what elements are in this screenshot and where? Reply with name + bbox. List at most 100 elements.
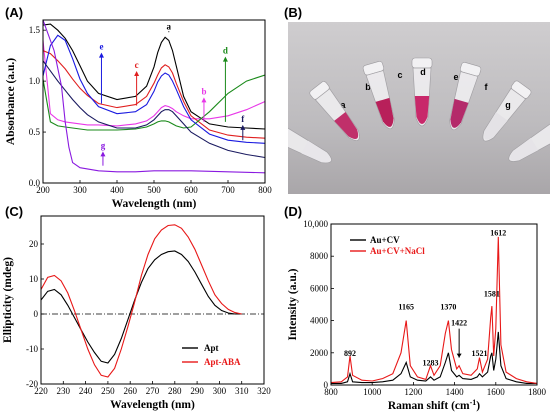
plot-area xyxy=(331,236,537,384)
peak-arrowhead xyxy=(456,353,462,358)
peak-label: 892 xyxy=(344,349,356,358)
annotation-label: c xyxy=(135,60,139,70)
tube-label: c xyxy=(397,70,402,80)
tube-f xyxy=(482,80,532,142)
series-line-d xyxy=(43,74,265,131)
x-tick-label: 1600 xyxy=(487,387,506,397)
annotation-label: f xyxy=(241,114,245,124)
annotation-d: d xyxy=(223,46,228,122)
tube-d xyxy=(411,57,433,127)
tube-liquid xyxy=(375,97,394,127)
chart-c-cd-spectrum: 220 230 240 250 260 270 280 290 300 310 320 -20 -10 0… xyxy=(2,215,271,411)
x-tick-label: 240 xyxy=(79,386,93,396)
tube-e xyxy=(449,62,482,131)
peak-label: 1283 xyxy=(422,359,438,368)
x-tick-label: 230 xyxy=(57,386,71,396)
panel-label-b: (B) xyxy=(284,5,303,20)
series-line-g xyxy=(43,20,265,174)
plot-area xyxy=(41,224,264,378)
series-line-au-cv-nacl xyxy=(331,236,537,384)
annotation-a: a xyxy=(167,21,172,33)
chart-d-raman-spectrum: 800 1000 1200 1400 1600 1800 0 2000 4000 6000 8000… xyxy=(287,219,547,412)
annotation-b: b xyxy=(201,86,207,122)
y-axis-label: Ellipticity (mdeg) xyxy=(2,257,14,343)
x-axis-label-sup: -1 xyxy=(470,398,477,407)
x-axis-label: Wavelength (nm) xyxy=(112,198,197,210)
x-tick-label: 700 xyxy=(221,185,235,195)
x-tick-label: 310 xyxy=(235,386,249,396)
legend-entry: Au+CV+NaCl xyxy=(370,246,425,256)
series-line-f xyxy=(43,60,265,159)
tube-label: f xyxy=(485,82,489,92)
series-line-apt xyxy=(41,250,242,364)
annotation-arrowhead xyxy=(222,56,228,62)
x-axis-label-end: ) xyxy=(476,400,480,412)
x-tick-label: 260 xyxy=(123,386,137,396)
photo-b-tubes: a b c d e f g xyxy=(288,22,550,194)
x-tick-label: 1200 xyxy=(404,387,423,397)
y-tick-label: 10,000 xyxy=(303,219,328,229)
annotation-arrowhead xyxy=(134,70,140,76)
tube-c xyxy=(362,61,395,130)
annotation-arrowhead xyxy=(100,151,106,157)
x-tick-label: 300 xyxy=(73,185,87,195)
peak-label: 1370 xyxy=(440,302,456,311)
y-tick-label: 6000 xyxy=(310,283,329,293)
peak-label: 1612 xyxy=(490,228,506,237)
series-line-c xyxy=(43,50,265,139)
tube-liquid xyxy=(334,111,359,139)
y-axis-label: Intensity (a.u.) xyxy=(287,268,299,340)
tube-label: a xyxy=(340,100,346,110)
annotation-label: b xyxy=(201,86,206,96)
tube-a xyxy=(288,125,332,164)
axes-frame xyxy=(330,223,538,386)
tube-liquid xyxy=(450,98,469,128)
plot-area xyxy=(43,20,265,174)
panel-label-d: (D) xyxy=(284,204,303,219)
y-tick-label: 1.0 xyxy=(29,76,41,86)
x-tick-label: 290 xyxy=(190,386,204,396)
x-tick-label: 1800 xyxy=(528,387,547,397)
axes-frame xyxy=(42,19,266,184)
y-tick-label: 0 xyxy=(324,380,329,390)
peak-label: 1165 xyxy=(398,302,414,311)
annotation-e: e xyxy=(98,42,104,104)
x-tick-label: 320 xyxy=(257,386,271,396)
y-tick-label: 8000 xyxy=(310,251,329,261)
tube-label: d xyxy=(420,67,426,77)
x-tick-label: 400 xyxy=(110,185,124,195)
tube-liquid xyxy=(301,140,330,162)
y-tick-label: -20 xyxy=(26,379,38,389)
chart-a-uv-vis: 200 300 400 500 600 700 800 0.0 0.5 1.0 1.5 Wavelen… xyxy=(5,19,272,210)
y-tick-label: 4000 xyxy=(310,316,329,326)
annotation-f: f xyxy=(240,114,246,141)
annotation-c: c xyxy=(134,60,140,106)
annotation-label: a xyxy=(167,21,172,31)
series-line-au-cv xyxy=(331,331,537,384)
x-tick-label: 800 xyxy=(324,387,338,397)
tube-label: g xyxy=(505,100,511,110)
y-tick-label: 0 xyxy=(34,309,39,319)
tube-liquid xyxy=(414,96,430,124)
tube-b xyxy=(309,81,360,141)
annotation-arrowhead xyxy=(201,97,207,103)
y-tick-label: 1.5 xyxy=(29,25,41,35)
x-axis-label: Raman shift (cm-1) xyxy=(388,398,480,412)
x-tick-label: 280 xyxy=(168,386,182,396)
y-axis-label: Absorbance (a.u.) xyxy=(5,58,17,145)
legend-entry: Apt xyxy=(204,343,219,353)
x-tick-label: 500 xyxy=(147,185,161,195)
annotation-label: e xyxy=(99,42,103,52)
x-tick-label: 300 xyxy=(213,386,227,396)
legend: Apt Apt-ABA xyxy=(182,343,241,367)
annotation-label: g xyxy=(101,140,106,150)
legend-entry: Au+CV xyxy=(370,235,400,245)
legend-entry: Apt-ABA xyxy=(204,357,241,367)
y-tick-label: 10 xyxy=(29,274,39,284)
y-tick-label: 2000 xyxy=(310,348,329,358)
y-tick-label: 0.5 xyxy=(29,127,41,137)
tube-label: b xyxy=(365,82,371,92)
x-tick-label: 800 xyxy=(258,185,272,195)
y-tick-label: 20 xyxy=(29,239,39,249)
